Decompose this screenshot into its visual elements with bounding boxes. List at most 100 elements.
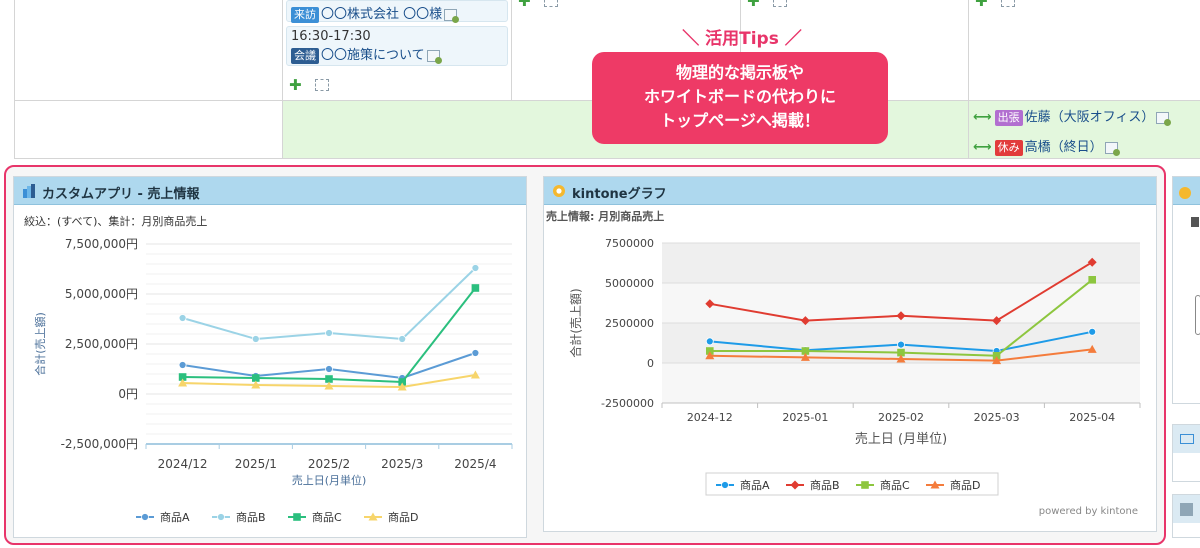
calendar-event[interactable]: 来訪 〇〇株式会社 〇〇様 [286,0,508,23]
add-event-icon[interactable]: ✚ [289,76,302,94]
chart-subtitle: 売上情報: 月別商品売上 [546,210,665,223]
y-tick-label: -2500000 [601,397,654,410]
data-point [397,382,407,391]
data-point [1087,344,1097,353]
legend-label: 商品A [160,510,190,524]
allday-event[interactable]: ⟷ 出張 佐藤（大阪オフィス） [973,106,1172,126]
panel-header: kintoneグラフ [544,177,1156,205]
data-point [471,284,480,292]
event-tag: 来訪 [291,7,319,23]
legend-box [705,472,999,496]
data-point [897,348,905,357]
y-axis-title: 合計(売上額) [33,312,47,376]
panel-title: kintoneグラフ [572,187,667,202]
y-tick-label: 0円 [118,387,138,401]
tips-line: ホワイトボードの代わりに [643,87,836,106]
data-point [471,264,480,272]
data-point [896,311,906,321]
x-tick-label: 2025/1 [235,457,277,471]
data-point [178,378,188,387]
x-tick-label: 2025/3 [381,457,423,471]
app-icon [23,184,35,198]
add-event-icon[interactable]: ✚ [975,0,988,10]
x-axis-title: 売上日 (月単位) [855,431,947,447]
x-axis-title: 売上日(月単位) [292,473,367,487]
kintone-line-chart: 7500000 5000000 2500000 0 -2500000 2024-12 202… [568,237,1141,496]
custom-app-chart-panel: カスタムアプリ - 売上情報 絞込：(すべて)、集計：月別商品売上 7,500,… [13,176,527,538]
x-tick-label: 2025/4 [454,457,496,471]
legend-label: 商品C [880,478,910,492]
y-tick-label: 5,000,000円 [65,287,138,301]
data-point [705,299,715,309]
event-title: 佐藤（大阪オフィス） [1024,110,1155,125]
data-point [861,481,869,489]
event-tag: 休み [994,140,1023,156]
partial-panel [1172,494,1200,538]
x-tick-label: 2025-03 [974,411,1020,424]
data-point [325,329,333,337]
y-axis-title: 合計(売上額) [568,288,583,357]
y-tick-label: 7,500,000円 [65,237,138,251]
add-detailed-event-icon[interactable] [315,79,329,91]
kintone-icon [1179,187,1191,199]
allday-event[interactable]: ⟷ 休み 高橋（終日） [973,136,1120,156]
add-detailed-event-icon[interactable] [544,0,558,7]
partial-panel [1172,424,1200,482]
data-point [705,351,715,360]
y-tick-label: 2500000 [605,317,654,330]
legend-label: 商品D [950,478,980,492]
data-point [178,361,187,369]
data-point [325,365,333,373]
legend-label: 商品A [740,478,770,492]
event-title: 〇〇株式会社 〇〇様 [321,7,443,22]
data-point [251,380,261,389]
add-detailed-event-icon[interactable] [1001,0,1015,7]
data-point [992,316,1002,326]
data-point [790,480,800,490]
data-point [706,347,714,355]
data-point [930,480,940,489]
tips-line: トップページへ掲載！ [660,111,820,130]
data-point [801,347,810,355]
data-point [800,352,810,361]
truncated-control[interactable] [1195,295,1200,335]
calendar-event[interactable]: 16:30-17:30 会議 〇〇施策について [286,26,508,66]
legend-label: 商品B [236,510,266,524]
data-point [992,356,1002,365]
mail-icon[interactable] [1180,434,1194,444]
data-point [325,375,333,383]
app-icon[interactable] [1180,503,1193,516]
data-point [896,354,906,363]
data-point [470,370,480,379]
y-tick-label: 7500000 [605,237,654,250]
add-event-icon[interactable]: ✚ [747,0,760,10]
data-point [141,513,149,521]
tips-line: 物理的な掲示板や [675,63,804,82]
y-tick-label: -2,500,000円 [61,437,138,451]
span-arrow-icon: ⟷ [973,140,992,155]
y-tick-label: 0 [647,357,654,370]
data-point [471,349,480,357]
data-point [1088,327,1097,336]
panel-header: カスタムアプリ - 売上情報 [14,177,526,205]
event-title: 高橋（終日） [1024,140,1103,155]
sales-line-chart: 7,500,000円 5,000,000円 2,500,000円 0円 -2,500,0… [33,237,513,524]
event-title: 〇〇施策について [321,48,425,63]
data-point [178,314,187,322]
event-time: 16:30-17:30 [291,29,371,44]
attendee-icon [444,8,460,23]
event-tag: 出張 [994,110,1023,126]
data-point [1087,257,1097,267]
data-point [178,373,187,381]
span-arrow-icon: ⟷ [973,110,992,125]
y-tick-label: 2,500,000円 [65,337,138,351]
add-event-icon[interactable]: ✚ [518,0,531,10]
x-tick-label: 2024-12 [687,411,733,424]
add-detailed-event-icon[interactable] [773,0,787,7]
attendee-icon [426,49,442,64]
kintone-icon [553,185,565,197]
data-point [368,512,378,521]
x-tick-label: 2025-04 [1069,411,1115,424]
plot-band [662,243,1140,283]
legend-label: 商品C [312,510,342,524]
